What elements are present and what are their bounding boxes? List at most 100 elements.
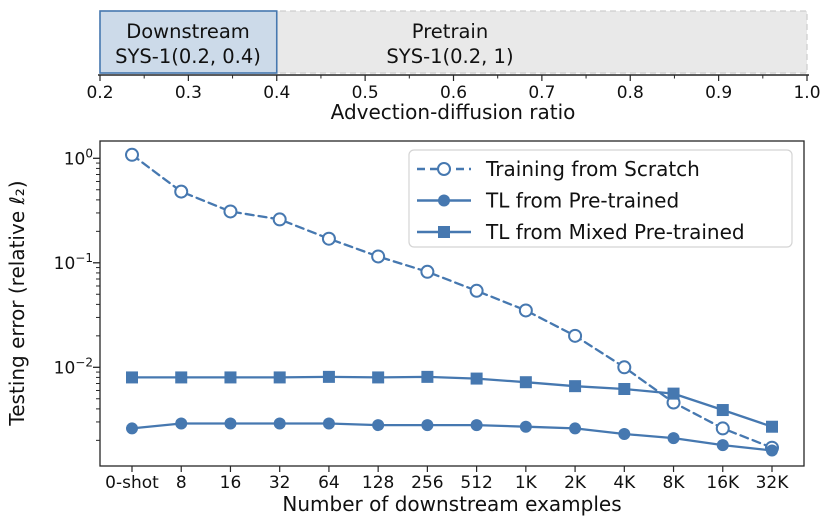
series-0 [125,147,779,455]
legend-label-mixed: TL from Mixed Pre-trained [485,220,745,244]
data-point-square [716,404,729,417]
legend-label-pretrained: TL from Pre-trained [485,189,679,213]
x-tick-label: 2K [564,473,587,493]
data-point-circle [470,419,483,432]
data-point-circle [224,417,237,430]
data-point-circle [175,417,188,430]
x-tick-label: 128 [362,473,394,493]
series-1 [126,417,778,457]
data-point-open-circle [617,360,632,375]
data-point-open-circle [371,249,386,264]
ratio-tick-label: 0.6 [440,83,467,103]
x-tick-label: 0-shot [105,473,159,493]
ratio-axis: 0.2 0.3 0.4 0.5 0.6 0.7 0.8 0.9 1.0 [86,74,821,103]
data-point-open-circle [223,204,238,219]
legend-item-pretrained: TL from Pre-trained [417,189,679,213]
circle-marker-icon [438,194,450,207]
main-chart: 100 10−1 10−2 0-shot 8 16 32 64 128 256 512 1K 2K 4K… [5,140,805,516]
series-line-2 [130,375,774,428]
legend: Training from Scratch TL from Pre-traine… [408,149,793,248]
ratio-tick-label: 0.4 [263,83,290,103]
data-point-open-circle [272,212,287,227]
data-point-square [519,376,532,389]
data-point-square [470,372,483,385]
y-tick-label: 100 [64,146,93,169]
data-point-circle [421,419,434,432]
data-point-circle [766,444,778,457]
series-2 [126,370,778,433]
y-tick-label: 10−2 [54,355,93,378]
ratio-tick-label: 0.7 [528,83,555,103]
data-point-square [322,370,335,383]
series-group [125,147,779,457]
ratio-tick-label: 1.0 [793,83,820,103]
pretrain-region-label-line1: Pretrain [412,20,488,43]
pretrain-region-label-line2: SYS-1(0.2, 1) [386,45,513,68]
data-point-square [126,371,138,384]
x-tick-label: 4K [613,473,636,493]
data-point-open-circle [469,283,484,298]
series-line-1 [130,422,774,452]
ratio-tick-label: 0.9 [705,83,732,103]
x-tick-label: 16K [706,473,740,493]
top-panel: Pretrain SYS-1(0.2, 1) Downstream SYS-1(… [86,10,821,124]
x-tick-label: 8 [176,473,187,493]
x-tick-label: 8K [663,473,686,493]
legend-item-scratch: Training from Scratch [417,157,700,181]
x-tick-label: 16 [220,473,242,493]
ratio-axis-label: Advection-diffusion ratio [331,100,576,124]
square-marker-icon [438,226,450,238]
data-point-circle [618,427,631,440]
legend-item-mixed: TL from Mixed Pre-trained [417,220,745,244]
data-point-circle [667,432,680,445]
data-point-square [372,371,385,384]
data-point-circle [372,419,385,432]
data-point-circle [716,439,729,452]
ratio-tick-label: 0.8 [617,83,644,103]
data-point-square [766,420,778,433]
top-regions [99,10,808,74]
x-tick-label: 32K [756,473,790,493]
series-line-0 [130,153,774,449]
x-tick-label: 512 [460,473,492,493]
data-point-circle [322,417,335,430]
x-tick-label: 32 [269,473,291,493]
data-point-open-circle [518,303,533,318]
data-point-square [273,371,286,384]
legend-label-scratch: Training from Scratch [485,157,700,181]
y-axis-label: Testing error (relative ℓ₂) [5,180,29,426]
data-point-open-circle [715,421,730,436]
data-point-square [569,380,582,393]
x-axis-label: Number of downstream examples [282,492,621,516]
data-point-square [421,370,434,383]
legend-box [408,149,793,248]
x-tick-label: 64 [318,473,340,493]
data-point-open-circle [568,328,583,343]
downstream-region [99,10,278,74]
y-tick-label: 10−1 [54,251,93,274]
data-point-open-circle [321,231,336,246]
downstream-region-label-line1: Downstream [126,20,250,43]
data-point-circle [569,422,582,435]
x-tick-label: 1K [515,473,538,493]
data-point-circle [126,422,138,435]
downstream-region-label-line2: SYS-1(0.2, 0.4) [115,45,261,68]
x-tick-label: 256 [411,473,443,493]
plot-area [99,140,805,467]
data-point-square [224,371,237,384]
data-point-square [618,382,631,395]
ratio-tick-label: 0.3 [175,83,202,103]
open-circle-marker-icon [437,162,451,176]
data-point-circle [519,420,532,433]
ratio-tick-label: 0.2 [86,83,113,103]
y-axis: 100 10−1 10−2 [54,146,100,441]
x-axis: 0-shot 8 16 32 64 128 256 512 1K 2K 4K 8K 16K 32K [105,466,789,493]
data-point-open-circle [174,184,189,199]
data-point-open-circle [420,264,435,279]
data-point-open-circle [125,147,139,162]
data-point-square [175,371,188,384]
data-point-square [667,387,680,400]
ratio-tick-label: 0.5 [352,83,379,103]
